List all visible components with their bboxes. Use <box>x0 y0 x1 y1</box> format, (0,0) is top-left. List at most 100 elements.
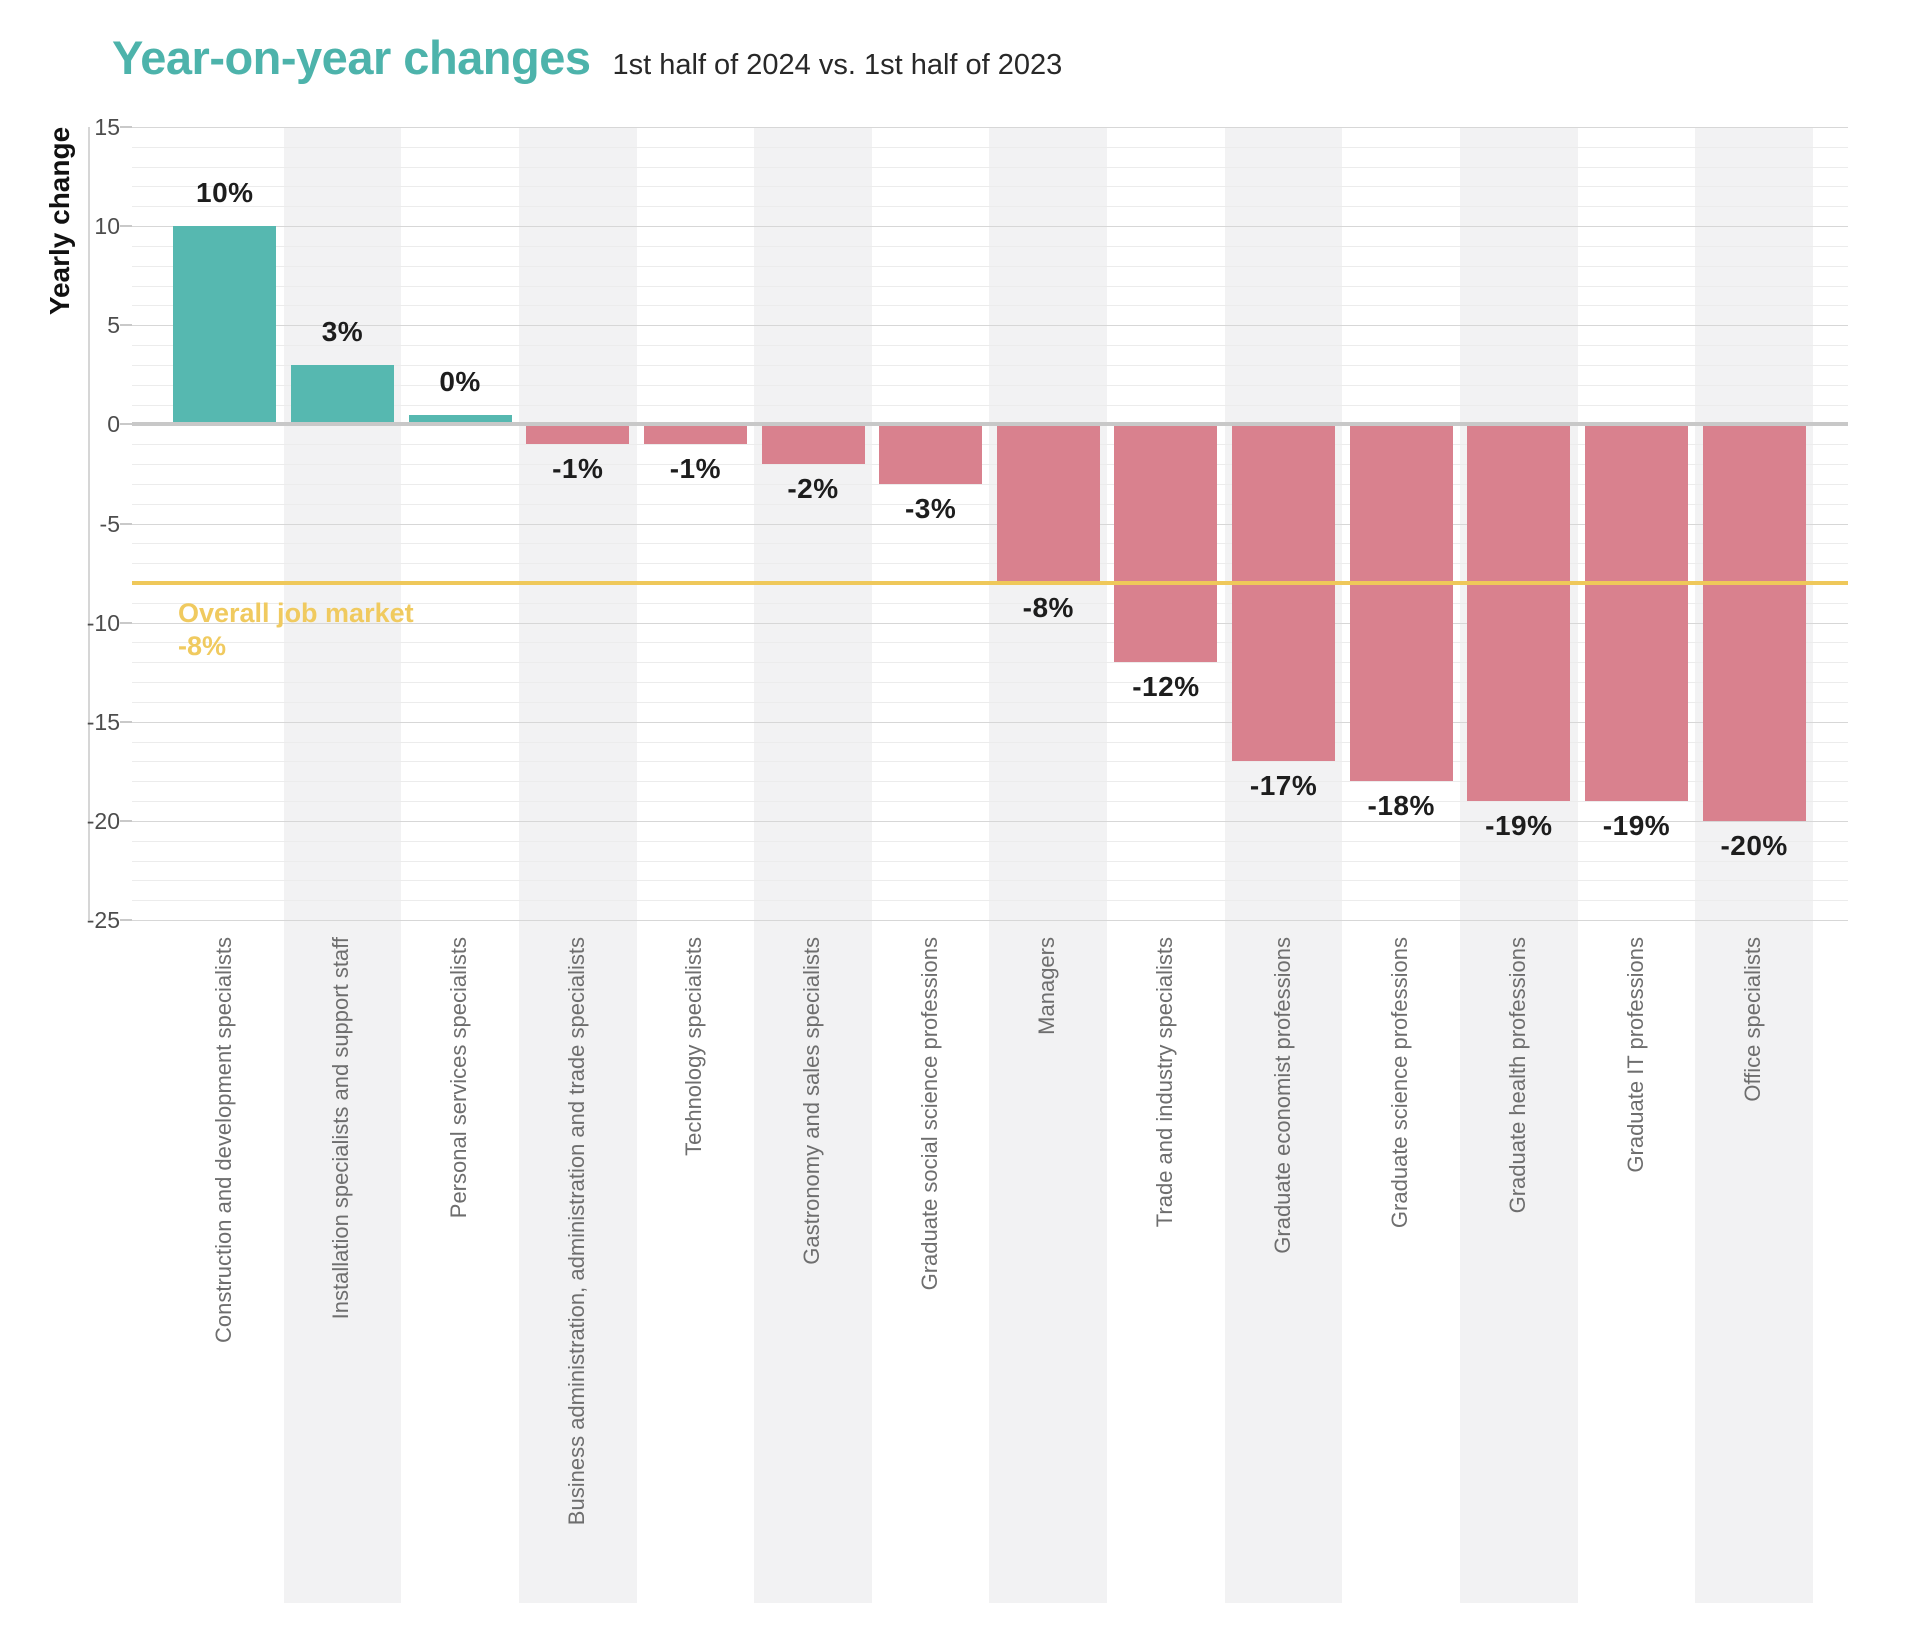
bar-value-label: -18% <box>1367 790 1435 822</box>
x-category-label: Office specialists <box>1740 937 1766 1102</box>
y-tick-label: 15 <box>94 114 120 140</box>
major-gridline <box>132 523 1848 525</box>
x-category-label: Managers <box>1034 937 1060 1035</box>
minor-gridline <box>132 741 1848 743</box>
minor-gridline <box>132 305 1848 307</box>
x-category-label: Installation specialists and support sta… <box>328 937 354 1320</box>
chart-header: Year-on-year changes 1st half of 2024 vs… <box>112 30 1062 85</box>
bar <box>996 426 1100 583</box>
bar <box>761 426 865 465</box>
major-gridline <box>132 325 1848 327</box>
y-tick-mark <box>120 423 132 426</box>
bar <box>526 426 630 445</box>
y-tick-label: -20 <box>86 807 120 834</box>
x-category-label: Graduate economist professions <box>1269 937 1295 1254</box>
bar <box>408 415 512 423</box>
minor-gridline <box>132 146 1848 148</box>
zero-line <box>132 422 1848 427</box>
major-gridline <box>132 920 1848 921</box>
chart-subtitle: 1st half of 2024 vs. 1st half of 2023 <box>612 49 1063 81</box>
x-category-label: Graduate science professions <box>1387 937 1413 1229</box>
bar-value-label: -19% <box>1485 810 1553 842</box>
minor-gridline <box>132 900 1848 902</box>
y-tick-mark <box>120 324 132 327</box>
column-stripe <box>754 127 872 1603</box>
bar-value-label: 10% <box>196 177 254 209</box>
column-stripe <box>518 127 637 1603</box>
chart-title: Year-on-year changes <box>112 31 591 84</box>
major-gridline <box>132 622 1848 624</box>
minor-gridline <box>132 404 1848 406</box>
minor-gridline <box>132 602 1848 604</box>
minor-gridline <box>132 563 1848 565</box>
bar <box>1702 426 1806 821</box>
bar <box>173 226 277 423</box>
bar-value-label: 3% <box>321 315 364 347</box>
major-gridline <box>132 226 1848 228</box>
minor-gridline <box>132 840 1848 842</box>
minor-gridline <box>132 186 1848 188</box>
bar <box>1114 426 1218 663</box>
bar-value-label: 0% <box>439 366 481 398</box>
reference-label-text: Overall job market <box>178 598 414 628</box>
bar-value-label: -2% <box>787 473 839 505</box>
x-category-label: Graduate health professions <box>1504 937 1530 1214</box>
minor-gridline <box>132 364 1848 366</box>
reference-line-label: Overall job market -8% <box>178 597 414 663</box>
column-stripe <box>1224 127 1343 1603</box>
y-tick-label: -5 <box>99 510 120 537</box>
bar <box>879 426 983 484</box>
minor-gridline <box>132 483 1848 485</box>
plot-area: Overall job market -8% 15 10 5 0 -5 -10 -15 -20… <box>87 114 1848 1603</box>
x-category-label: Construction and development specialists <box>210 937 236 1344</box>
minor-gridline <box>132 781 1848 783</box>
column-stripe <box>283 127 402 1603</box>
y-tick-mark <box>120 225 132 228</box>
minor-gridline <box>132 642 1848 644</box>
minor-gridline <box>132 801 1848 803</box>
minor-gridline <box>132 464 1848 466</box>
minor-gridline <box>132 503 1848 505</box>
y-tick-mark <box>120 819 132 822</box>
y-tick-mark <box>120 720 132 723</box>
minor-gridline <box>132 662 1848 664</box>
column-stripe <box>989 127 1108 1603</box>
bar <box>290 364 394 423</box>
x-category-label: Gastronomy and sales specialists <box>799 937 825 1265</box>
minor-gridline <box>132 245 1848 247</box>
y-tick-label: -25 <box>86 907 120 933</box>
bar <box>1232 426 1336 762</box>
y-axis-line <box>88 127 90 920</box>
major-gridline <box>132 127 1848 128</box>
bar-value-label: -3% <box>904 492 957 524</box>
y-tick-mark <box>120 522 132 525</box>
minor-gridline <box>132 444 1848 446</box>
y-tick-label: -15 <box>86 708 120 735</box>
minor-gridline <box>132 265 1848 267</box>
bar-value-label: -1% <box>552 453 604 485</box>
bar <box>1585 426 1688 802</box>
y-tick-label: -10 <box>86 609 120 636</box>
bar-value-label: -20% <box>1720 829 1788 861</box>
x-category-label: Graduate social science professions <box>916 937 942 1291</box>
y-tick-label: 5 <box>107 312 120 339</box>
reference-label-value: -8% <box>178 631 227 661</box>
minor-gridline <box>132 682 1848 684</box>
bar <box>1467 426 1571 802</box>
x-category-label: Technology specialists <box>681 937 707 1156</box>
minor-gridline <box>132 701 1848 703</box>
column-stripe <box>1460 127 1578 1603</box>
minor-gridline <box>132 543 1848 545</box>
x-category-label: Trade and industry specialists <box>1151 937 1177 1228</box>
bar-value-label: -1% <box>669 453 721 485</box>
x-category-label: Personal services specialists <box>446 937 472 1219</box>
y-tick-mark <box>120 126 132 128</box>
minor-gridline <box>132 345 1848 347</box>
column-stripe <box>1695 127 1813 1603</box>
minor-gridline <box>132 285 1848 287</box>
minor-gridline <box>132 860 1848 862</box>
bar <box>643 426 747 445</box>
bar-value-label: -19% <box>1602 810 1671 842</box>
major-gridline <box>132 820 1848 822</box>
